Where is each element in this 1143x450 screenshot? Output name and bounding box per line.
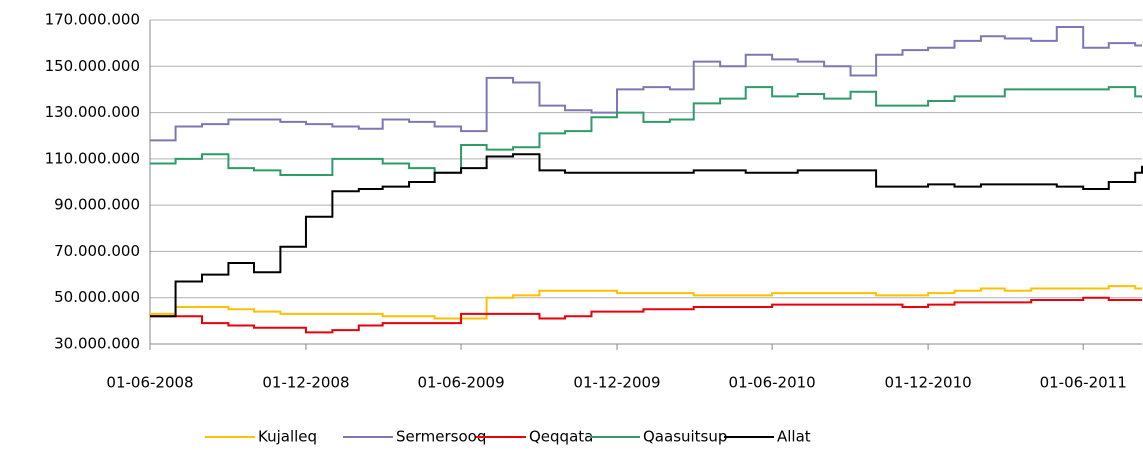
- series-line: [150, 86, 1142, 177]
- legend-label: Qeqqata: [529, 428, 593, 446]
- x-tick-label: 01-06-2009: [417, 374, 504, 392]
- series-line: [150, 285, 1142, 320]
- x-tick-label: 01-06-2010: [729, 374, 816, 392]
- y-tick-label: 90.000.000: [54, 196, 140, 214]
- y-tick-label: 150.000.000: [45, 57, 140, 75]
- y-tick-label: 110.000.000: [45, 149, 140, 167]
- x-tick-label: 01-12-2009: [573, 374, 660, 392]
- x-tick-label: 01-12-2008: [262, 374, 349, 392]
- legend-label: Kujalleq: [258, 428, 317, 446]
- y-tick-label: 130.000.000: [45, 103, 140, 121]
- x-tick-label: 01-06-2008: [106, 374, 193, 392]
- legend-label: Allat: [777, 428, 811, 446]
- y-tick-label: 50.000.000: [54, 288, 140, 306]
- series-line: [150, 296, 1142, 334]
- legend-label: Qaasuitsup: [643, 428, 727, 446]
- x-tick-label: 01-12-2010: [884, 374, 971, 392]
- y-tick-label: 170.000.000: [45, 11, 140, 29]
- series-line: [150, 25, 1142, 142]
- y-tick-label: 70.000.000: [54, 242, 140, 260]
- series-line: [150, 153, 1143, 318]
- x-tick-label: 01-06-2011: [1040, 374, 1127, 392]
- legend-label: Sermersooq: [396, 428, 486, 446]
- y-tick-label: 30.000.000: [54, 335, 140, 353]
